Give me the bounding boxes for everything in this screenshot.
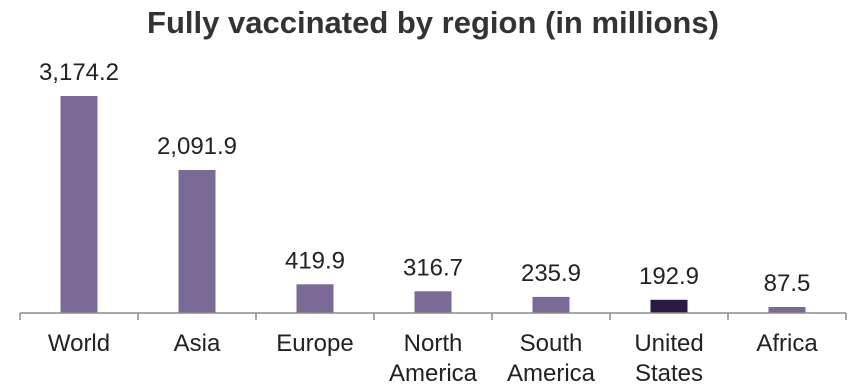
x-tick-label-united-states-line1: United <box>634 330 703 357</box>
bar-united-states <box>650 299 688 313</box>
x-tick-label-south-america-line1: South <box>520 330 583 357</box>
bar-world <box>60 96 98 313</box>
x-ticks-group <box>19 313 847 320</box>
bars-group <box>60 96 806 313</box>
bar-south-america <box>532 296 570 313</box>
x-tick-label-north-america-line1: North <box>404 330 463 357</box>
x-tick-label-africa: Africa <box>756 330 818 357</box>
bar-north-america <box>414 291 452 313</box>
chart-title: Fully vaccinated by region (in millions) <box>147 5 719 40</box>
x-tick-label-europe: Europe <box>276 330 353 357</box>
bar-europe <box>296 284 334 313</box>
data-label-south-america: 235.9 <box>521 260 581 287</box>
data-label-europe: 419.9 <box>285 247 345 274</box>
data-label-asia: 2,091.9 <box>157 133 237 160</box>
category-labels-group: World Asia Europe North America South America U… <box>48 330 818 387</box>
x-tick-label-south-america-line2: America <box>507 360 596 387</box>
x-tick-label-world: World <box>48 330 110 357</box>
x-tick-label-north-america-line2: America <box>389 360 478 387</box>
x-tick-label-united-states-line2: States <box>635 360 703 387</box>
bar-africa <box>768 307 806 313</box>
data-label-north-america: 316.7 <box>403 254 463 281</box>
data-labels-group: 3,174.2 2,091.9 419.9 316.7 235.9 192.9 87.5 <box>39 59 810 297</box>
data-label-world: 3,174.2 <box>39 59 119 86</box>
data-label-united-states: 192.9 <box>639 263 699 290</box>
x-tick-label-asia: Asia <box>174 330 221 357</box>
bar-asia <box>178 170 216 313</box>
data-label-africa: 87.5 <box>764 270 811 297</box>
